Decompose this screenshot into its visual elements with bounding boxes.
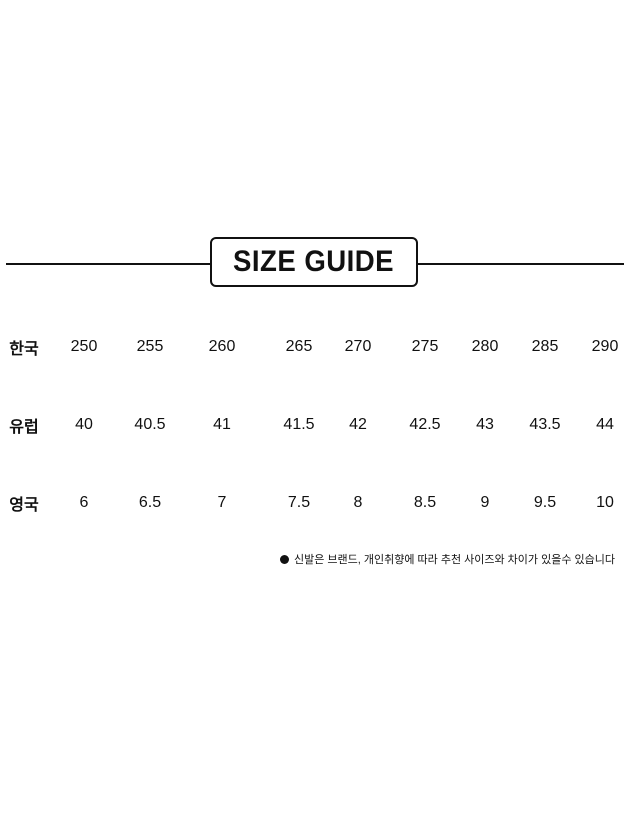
size-cell: 8.5 (413, 494, 437, 511)
size-cell: 6 (79, 494, 89, 511)
divider-right (414, 263, 624, 265)
size-cell: 285 (531, 338, 559, 355)
size-cell: 40.5 (134, 416, 166, 433)
divider-left (6, 263, 212, 265)
note: 신발은 브랜드, 개인취향에 따라 추천 사이즈와 차이가 있을수 있습니다 (280, 551, 615, 567)
row-label: 한국 (9, 341, 39, 358)
size-cell: 43.5 (529, 416, 561, 433)
size-cell: 43 (476, 416, 494, 433)
size-cell: 41 (213, 416, 231, 433)
size-cell: 260 (208, 338, 236, 355)
page-title: SIZE GUIDE (233, 245, 395, 278)
size-cell: 250 (70, 338, 98, 355)
size-cell: 290 (591, 338, 619, 355)
size-cell: 44 (596, 416, 614, 433)
row-label: 영국 (9, 497, 39, 514)
size-cell: 10 (596, 494, 614, 511)
size-cell: 9.5 (533, 494, 557, 511)
size-cell: 265 (285, 338, 313, 355)
size-cell: 7 (217, 494, 227, 511)
size-cell: 9 (480, 494, 490, 511)
size-cell: 41.5 (283, 416, 315, 433)
size-cell: 270 (344, 338, 372, 355)
size-cell: 255 (136, 338, 164, 355)
size-cell: 275 (411, 338, 439, 355)
size-cell: 6.5 (138, 494, 162, 511)
size-cell: 280 (471, 338, 499, 355)
size-cell: 7.5 (287, 494, 311, 511)
note-text: 신발은 브랜드, 개인취향에 따라 추천 사이즈와 차이가 있을수 있습니다 (294, 554, 615, 566)
title-box: SIZE GUIDE (210, 237, 418, 287)
size-cell: 42 (349, 416, 367, 433)
size-cell: 40 (75, 416, 93, 433)
bullet-icon (280, 554, 289, 564)
row-label: 유럽 (9, 419, 39, 436)
size-cell: 8 (353, 494, 363, 511)
size-cell: 42.5 (409, 416, 441, 433)
